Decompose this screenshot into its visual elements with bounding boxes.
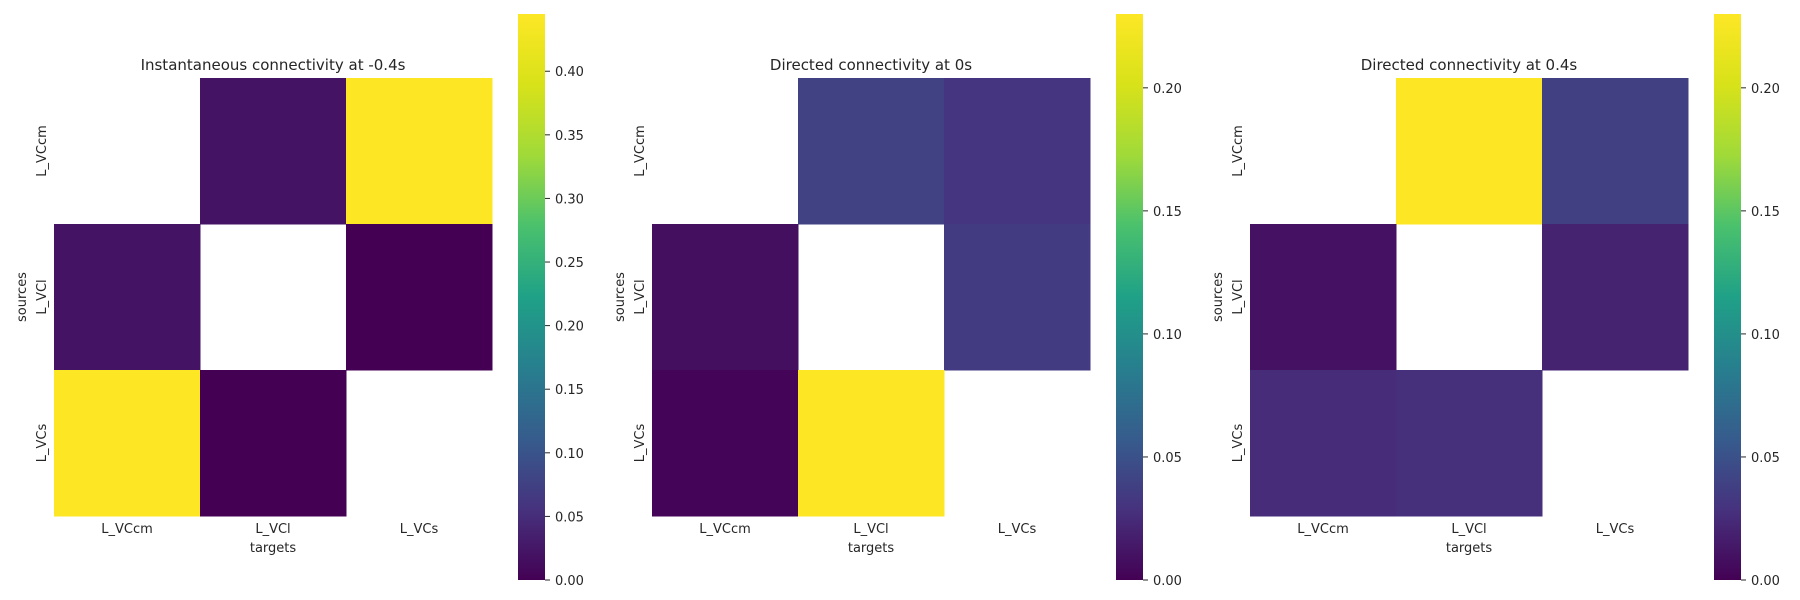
colorbar-tick-label: 0.30 [555,192,584,207]
heatmap-cell [1396,370,1543,517]
heatmap-panel-1: Instantaneous connectivity at -0.4s L_VCc… [15,14,584,589]
y-axis-label: sources [15,272,30,322]
x-tick-label: L_VCs [998,522,1037,537]
colorbar-tick-label: 0.35 [555,129,584,144]
heatmap-cell [200,370,347,517]
colorbar-tick-label: 0.00 [555,574,584,589]
colorbar [1714,14,1741,580]
heatmap-cell [798,78,945,225]
y-axis-label: sources [1211,272,1226,322]
heatmap-panel-3: Directed connectivity at 0.4s L_VCcm L_VCl… [1211,14,1780,589]
heatmap-cell [346,78,493,225]
heatmap-cell [652,224,799,371]
colorbar-tick-label: 0.15 [1153,205,1182,220]
y-tick-label: L_VCl [35,279,50,314]
heatmap-cell [54,370,201,517]
colorbar-tick-label: 0.10 [555,447,584,462]
x-tick-label: L_VCl [1451,522,1486,537]
x-tick-label: L_VCcm [101,522,153,537]
x-tick-label: L_VCl [255,522,290,537]
heatmap-cell [652,370,799,517]
x-tick-label: L_VCs [400,522,439,537]
colorbar-tick-label: 0.00 [1153,574,1182,589]
colorbar-tick-label: 0.05 [1751,451,1780,466]
heatmap-cell [798,370,945,517]
x-axis-label: targets [1446,541,1493,556]
y-tick-label: L_VCcm [633,125,648,177]
x-tick-label: L_VCcm [699,522,751,537]
heatmap-cell [1396,78,1543,225]
colorbar-tick-label: 0.25 [555,256,584,271]
y-tick-label: L_VCs [1231,424,1246,463]
colorbar [518,14,545,580]
colorbar-tick-label: 0.20 [1153,82,1182,97]
heatmap-cell [1250,224,1397,371]
x-tick-label: L_VCl [853,522,888,537]
heatmap-panel-2: Directed connectivity at 0s L_VCcm L_VCl L_… [613,14,1182,589]
heatmap-cell [200,78,347,225]
heatmap-cell [346,224,493,371]
y-tick-label: L_VCs [633,424,648,463]
y-tick-label: L_VCl [633,279,648,314]
colorbar-tick-label: 0.05 [1153,451,1182,466]
y-axis-label: sources [613,272,628,322]
x-tick-label: L_VCcm [1297,522,1349,537]
y-tick-label: L_VCcm [1231,125,1246,177]
colorbar-tick-label: 0.15 [555,383,584,398]
colorbar-tick-label: 0.15 [1751,205,1780,220]
colorbar [1116,14,1143,580]
x-axis-label: targets [250,541,297,556]
y-tick-label: L_VCl [1231,279,1246,314]
colorbar-tick-label: 0.40 [555,65,584,80]
y-tick-label: L_VCs [35,424,50,463]
heatmap-cell [1542,78,1689,225]
colorbar-tick-label: 0.20 [555,320,584,335]
heatmap-title: Instantaneous connectivity at -0.4s [141,56,406,74]
x-tick-label: L_VCs [1596,522,1635,537]
heatmap-cell [944,224,1091,371]
heatmap-cell [1250,370,1397,517]
heatmap-cell [54,224,201,371]
colorbar-tick-label: 0.05 [555,510,584,525]
colorbar-tick-label: 0.10 [1153,328,1182,343]
colorbar-tick-label: 0.20 [1751,82,1780,97]
colorbar-tick-label: 0.00 [1751,574,1780,589]
heatmap-title: Directed connectivity at 0s [770,56,972,74]
x-axis-label: targets [848,541,895,556]
heatmap-title: Directed connectivity at 0.4s [1361,56,1578,74]
heatmap-cell [944,78,1091,225]
heatmap-cell [1542,224,1689,371]
colorbar-tick-label: 0.10 [1751,328,1780,343]
y-tick-label: L_VCcm [35,125,50,177]
